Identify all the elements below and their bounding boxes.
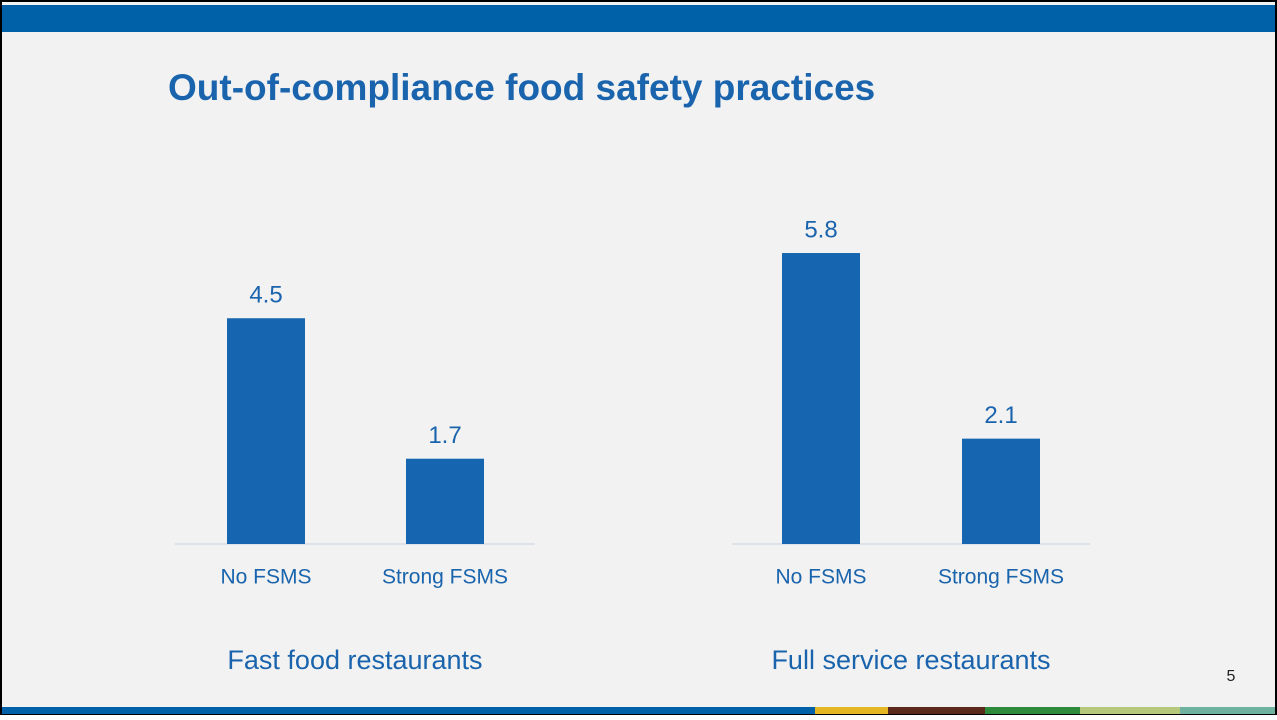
- x-tick-label: No FSMS: [220, 566, 311, 589]
- bar: [782, 253, 860, 545]
- stripe-lightgreen: [1080, 707, 1180, 714]
- x-axis-label: Full service restaurants: [771, 645, 1050, 675]
- bottom-stripe: [2, 707, 1275, 714]
- top-band: [2, 5, 1275, 32]
- value-label: 5.8: [804, 216, 837, 243]
- x-tick-label: Strong FSMS: [382, 566, 508, 589]
- slide-title: Out-of-compliance food safety practices: [168, 67, 875, 108]
- x-axis-label: Fast food restaurants: [227, 645, 482, 675]
- bar: [406, 458, 484, 544]
- page-number: 5: [1227, 668, 1236, 685]
- bar: [227, 318, 305, 544]
- value-label: 4.5: [249, 282, 282, 309]
- stripe-brown: [888, 707, 985, 714]
- stripe-green: [985, 707, 1080, 714]
- x-tick-label: Strong FSMS: [938, 566, 1064, 589]
- stripe-blue: [2, 707, 815, 714]
- x-tick-label: No FSMS: [775, 566, 866, 589]
- value-label: 1.7: [428, 422, 461, 449]
- value-label: 2.1: [984, 402, 1017, 429]
- bar: [962, 438, 1040, 544]
- stripe-yellow: [815, 707, 888, 714]
- stripe-teal: [1180, 707, 1275, 714]
